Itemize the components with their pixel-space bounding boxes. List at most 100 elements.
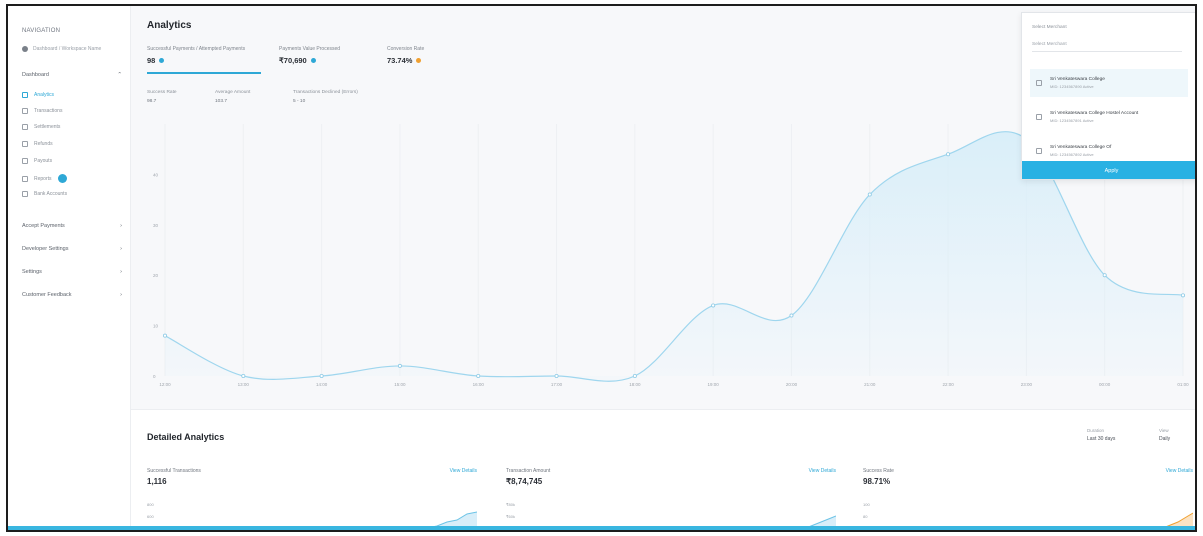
view-details-link[interactable]: View Details — [808, 468, 836, 474]
card-axis-label: 100 — [863, 502, 870, 507]
x-tick-label: 19:00 — [708, 382, 720, 387]
sidebar-item-settlements[interactable]: Settlements — [22, 124, 60, 130]
x-tick-label: 21:00 — [864, 382, 876, 387]
data-point — [711, 303, 716, 308]
merchant-search-input[interactable]: Select Merchant — [1032, 39, 1182, 52]
filter-label: Duration — [1087, 428, 1105, 433]
refund-icon — [22, 141, 28, 147]
info-icon — [416, 58, 422, 63]
sidebar-section-developer-settings[interactable]: Developer Settings › — [22, 246, 122, 252]
report-icon — [22, 175, 28, 182]
merchant-option[interactable]: Sri Venkateswara College MID: 1234567890… — [1030, 69, 1188, 97]
merchant-option[interactable]: Sri Venkateswara College Of MID: 1234567… — [1030, 137, 1188, 165]
sidebar-item-payouts[interactable]: Payouts — [22, 158, 52, 164]
y-tick-label: 0 — [153, 374, 156, 379]
sidebar-section-customer-feedback[interactable]: Customer Feedback › — [22, 292, 122, 298]
apply-button[interactable]: Apply — [1022, 161, 1195, 179]
detailed-analytics-section: Detailed Analytics Duration Last 30 days… — [131, 409, 1195, 530]
sidebar-section-accept-payments[interactable]: Accept Payments › — [22, 223, 122, 229]
filter-label: View — [1159, 428, 1169, 433]
chevron-right-icon: › — [120, 292, 122, 298]
chevron-right-icon: › — [120, 246, 122, 252]
tab-successful-payments[interactable]: Successful Payments / Attempted Payments… — [147, 46, 245, 65]
sub-metric-value: 98.7 — [147, 99, 157, 104]
merchant-name: Sri Venkateswara College Of — [1050, 145, 1112, 150]
sidebar-item-reports[interactable]: Reports — [22, 174, 67, 183]
tab-value: 73.74% — [387, 56, 413, 65]
sidebar-item-label: Transactions — [34, 108, 63, 114]
data-point — [397, 363, 402, 368]
data-point — [319, 373, 324, 378]
tab-conversion-rate[interactable]: Conversion Rate 73.74% — [387, 46, 424, 65]
data-point — [632, 373, 637, 378]
merchant-id: MID: 1234567890 Active — [1050, 84, 1094, 89]
page-title: Analytics — [147, 20, 192, 31]
sub-metric-label: Average Amount — [215, 90, 251, 95]
merchant-option[interactable]: Sri Venkateswara College Hostel Account … — [1030, 103, 1188, 131]
dropdown-title: Select Merchant — [1032, 25, 1067, 30]
sidebar-section-label: Developer Settings — [22, 246, 69, 252]
merchant-id: MID: 1234567892 Active — [1050, 152, 1094, 157]
sidebar-item-analytics[interactable]: Analytics — [22, 92, 54, 98]
sub-metric-average-amount: Average Amount 103.7 — [215, 90, 250, 104]
card-axis-label: ₹60k — [506, 514, 515, 519]
tab-payments-value[interactable]: Payments Value Processed ₹70,690 — [279, 46, 340, 65]
tab-value: ₹70,690 — [279, 56, 307, 65]
filter-value: Daily — [1159, 436, 1171, 442]
merchant-option-text: Sri Venkateswara College Hostel Account … — [1050, 111, 1138, 123]
sidebar-item-transactions[interactable]: Transactions — [22, 108, 62, 114]
wallet-icon — [22, 124, 28, 130]
x-tick-label: 20:00 — [786, 382, 798, 387]
section-title: Detailed Analytics — [147, 432, 225, 442]
card-axis-label: 800 — [147, 502, 154, 507]
y-tick-label: 20 — [153, 273, 159, 278]
sidebar-section-settings[interactable]: Settings › — [22, 269, 122, 275]
y-tick-label: 40 — [153, 172, 159, 177]
sidebar-item-label: Bank Accounts — [34, 191, 68, 197]
sub-metric-value: 103.7 — [215, 99, 228, 104]
sidebar-group-dashboard[interactable]: Dashboard ⌃ — [22, 72, 122, 78]
sub-metric-label: Transactions Declined (Errors) — [293, 90, 358, 95]
filter-value: Last 30 days — [1087, 436, 1116, 442]
x-tick-label: 18:00 — [629, 382, 641, 387]
workspace-selector[interactable]: Dashboard / Workspace Name — [22, 46, 101, 52]
tab-value-row: 98 — [147, 56, 245, 65]
sub-metric-value: 5 - 10 — [293, 99, 306, 104]
app-window: NAVIGATION Dashboard / Workspace Name Da… — [6, 4, 1197, 532]
view-filter[interactable]: View Daily — [1159, 428, 1170, 442]
tab-value-row: ₹70,690 — [279, 56, 340, 65]
card-label: Success Rate — [863, 468, 894, 474]
duration-filter[interactable]: Duration Last 30 days — [1087, 428, 1115, 442]
dropdown-scrollbar[interactable] — [1195, 75, 1197, 155]
checkbox-icon[interactable] — [1036, 148, 1042, 154]
bottom-accent-bar — [8, 526, 1195, 530]
card-axis-label: 600 — [147, 514, 154, 519]
sidebar-item-label: Payouts — [34, 158, 53, 164]
x-tick-label: 23:00 — [1021, 382, 1033, 387]
data-point — [1181, 293, 1186, 298]
sidebar-item-refunds[interactable]: Refunds — [22, 141, 53, 147]
metric-card-transaction-amount: Transaction Amount ₹8,74,745 View Detail… — [506, 468, 836, 530]
x-tick-label: 22:00 — [942, 382, 954, 387]
tab-label: Payments Value Processed — [279, 46, 341, 52]
sidebar-item-bank-accounts[interactable]: Bank Accounts — [22, 191, 67, 197]
x-tick-label: 14:00 — [316, 382, 328, 387]
view-details-link[interactable]: View Details — [1165, 468, 1193, 474]
data-point — [867, 192, 872, 197]
metric-card-success-rate: Success Rate 98.71% View Details 100 80 … — [863, 468, 1193, 530]
card-label: Transaction Amount — [506, 468, 551, 474]
card-value: ₹8,74,745 — [506, 477, 543, 486]
card-value: 1,116 — [147, 477, 167, 486]
merchant-id: MID: 1234567891 Active — [1050, 118, 1094, 123]
merchant-name: Sri Venkateswara College — [1050, 77, 1105, 82]
card-label: Successful Transactions — [147, 468, 201, 474]
data-point — [241, 373, 246, 378]
sidebar-section-label: Settings — [22, 269, 42, 275]
view-details-link[interactable]: View Details — [449, 468, 477, 474]
data-point — [1102, 273, 1107, 278]
tab-value-row: 73.74% — [387, 56, 424, 65]
active-tab-indicator — [147, 72, 261, 74]
checkbox-icon[interactable] — [1036, 80, 1042, 86]
chevron-right-icon: › — [120, 223, 122, 229]
checkbox-icon[interactable] — [1036, 114, 1042, 120]
